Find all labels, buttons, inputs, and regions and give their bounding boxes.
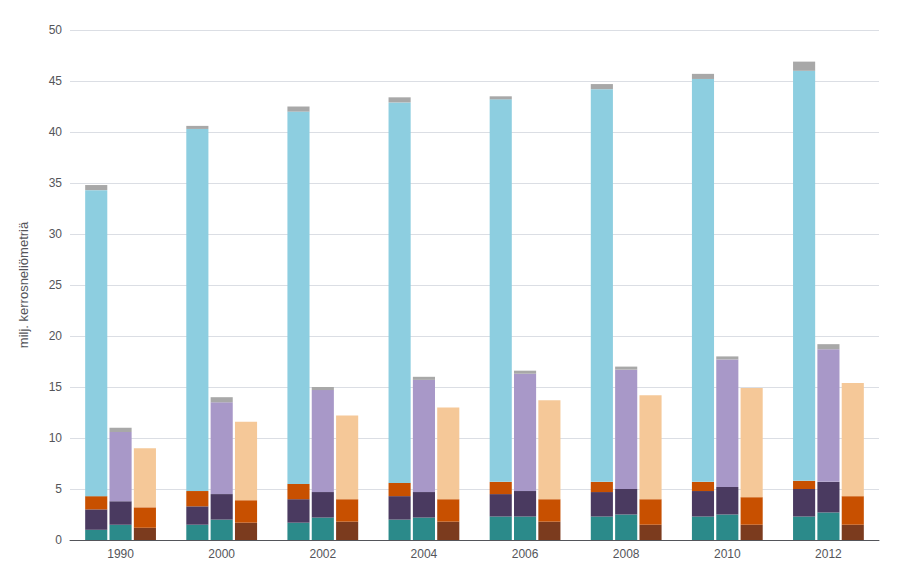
svg-text:35: 35 bbox=[49, 176, 63, 190]
svg-text:5: 5 bbox=[55, 482, 62, 496]
svg-text:30: 30 bbox=[49, 227, 63, 241]
svg-text:2004: 2004 bbox=[411, 547, 438, 561]
svg-text:2012: 2012 bbox=[815, 547, 842, 561]
svg-text:10: 10 bbox=[49, 431, 63, 445]
svg-text:2006: 2006 bbox=[512, 547, 539, 561]
svg-text:milj. kerrosneliömetriä: milj. kerrosneliömetriä bbox=[16, 221, 31, 348]
svg-text:2000: 2000 bbox=[208, 547, 235, 561]
svg-text:2002: 2002 bbox=[309, 547, 336, 561]
svg-text:25: 25 bbox=[49, 278, 63, 292]
svg-text:45: 45 bbox=[49, 74, 63, 88]
svg-text:1990: 1990 bbox=[107, 547, 134, 561]
svg-text:2010: 2010 bbox=[714, 547, 741, 561]
svg-text:15: 15 bbox=[49, 380, 63, 394]
svg-text:0: 0 bbox=[55, 533, 62, 547]
svg-text:20: 20 bbox=[49, 329, 63, 343]
svg-text:40: 40 bbox=[49, 125, 63, 139]
svg-text:50: 50 bbox=[49, 23, 63, 37]
svg-text:2008: 2008 bbox=[613, 547, 640, 561]
